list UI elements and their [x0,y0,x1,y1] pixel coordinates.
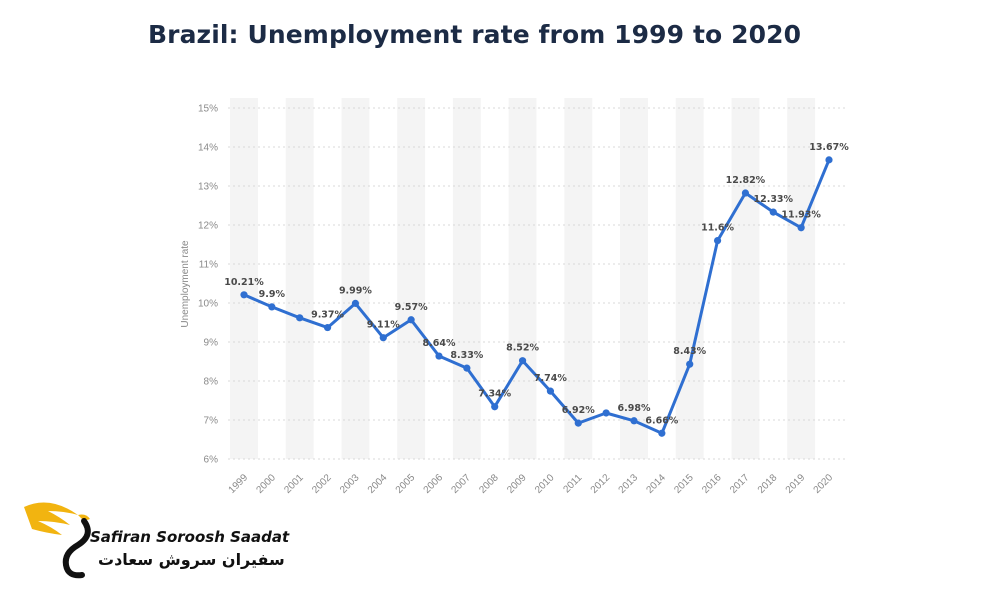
x-tick-label: 2016 [700,472,724,496]
x-tick-label: 2015 [672,472,696,496]
data-label: 8.52% [506,343,539,354]
x-tick-label: 2007 [449,472,473,496]
data-label: 9.37% [311,310,344,321]
grid-band [731,98,760,459]
grid-band [452,98,481,459]
y-tick-label: 7% [204,416,219,427]
data-point[interactable] [574,419,582,427]
brand-name-fa: سفیران سروش سعادت [98,550,285,569]
y-tick-label: 14% [198,143,218,154]
y-tick-label: 11% [199,260,218,271]
y-tick-label: 15% [198,104,218,115]
data-label: 7.34% [478,389,511,400]
data-label: 10.21% [224,277,264,288]
grid-band [787,98,816,459]
x-tick-label: 2009 [505,472,529,496]
x-tick-label: 2005 [394,472,418,496]
data-label: 6.92% [562,405,595,416]
data-point[interactable] [769,208,777,216]
x-tick-label: 2000 [254,472,278,496]
y-tick-label: 13% [198,182,218,193]
y-tick-label: 12% [198,221,218,232]
x-tick-label: 2018 [756,472,780,496]
wing-s-logo-icon [24,502,91,579]
chart-title: Brazil: Unemployment rate from 1999 to 2… [148,20,802,49]
x-tick-label: 2003 [338,472,362,496]
x-tick-label: 2008 [477,472,501,496]
y-tick-label: 9% [204,338,219,349]
data-point[interactable] [546,387,555,395]
data-label: 8.33% [450,350,483,361]
grid-band [285,98,314,459]
data-label: 6.98% [618,403,651,414]
y-tick-label: 10% [198,299,218,310]
grid-band [620,98,648,459]
x-tick-label: 2006 [422,472,446,496]
data-label: 12.82% [726,175,766,186]
x-axis-ticks: 1999 2000 2001 2002 2003 2004 2005 2006 2007 2008… [227,472,836,496]
data-point[interactable] [435,352,443,360]
x-tick-label: 2019 [784,472,808,496]
grid-band [230,98,258,459]
x-tick-label: 2002 [310,472,334,496]
x-tick-label: 2011 [561,472,584,495]
data-label: 8.43% [673,346,706,357]
x-tick-label: 2020 [812,472,836,496]
data-label: 11.93% [781,210,821,221]
chart-background-bands [230,98,816,459]
grid-band [397,98,426,459]
data-point[interactable] [741,189,750,197]
data-label: 9.57% [395,302,428,313]
data-point[interactable] [407,316,415,324]
x-tick-label: 1999 [227,472,251,496]
unemployment-line [242,158,831,435]
x-tick-label: 2017 [728,472,752,496]
data-point[interactable] [240,291,248,299]
series-points [240,156,833,437]
data-point[interactable] [296,314,304,322]
data-point[interactable] [268,303,276,311]
data-point[interactable] [323,323,332,332]
data-point[interactable] [602,409,610,417]
x-tick-label: 2012 [589,472,613,496]
data-label: 9.11% [367,320,400,331]
y-axis-ticks: 6% 7% 8% 9% 10% 11% 12% 13% 14% 15% [198,104,218,466]
x-tick-label: 2001 [282,472,306,496]
grid-band [508,98,537,459]
series-line [242,158,831,435]
data-point[interactable] [713,237,722,245]
brand-logo: Safiran Soroosh Saadat سفیران سروش سعادت [20,495,290,585]
data-point[interactable] [491,403,499,411]
data-point[interactable] [658,429,666,437]
data-point[interactable] [797,224,805,232]
grid-band [675,98,704,459]
grid-band [341,98,370,459]
data-point[interactable] [463,364,471,372]
data-point[interactable] [630,417,638,425]
data-label: 6.66% [645,415,678,426]
data-label: 9.9% [259,289,286,300]
data-point[interactable] [518,357,527,365]
x-tick-label: 2014 [644,472,668,496]
data-label: 8.64% [423,338,456,349]
data-point[interactable] [351,299,360,307]
data-point[interactable] [825,156,833,164]
data-label: 12.33% [753,194,793,205]
y-tick-label: 8% [204,377,219,388]
data-point[interactable] [686,360,694,368]
brand-name-en: Safiran Soroosh Saadat [90,528,290,546]
grid-band [564,98,593,459]
y-axis-label: Unemployment rate [180,240,191,328]
x-tick-label: 2010 [533,472,557,496]
data-label: 7.74% [534,373,567,384]
data-label: 11.6% [701,223,734,234]
data-label: 9.99% [339,285,372,296]
data-point[interactable] [379,334,387,342]
x-tick-label: 2013 [617,472,641,496]
y-tick-label: 6% [204,455,219,466]
data-labels: 10.21%9.9% 9.37% 9.99% 9.11% 9.57% 8.64%8.33%… [224,142,849,426]
data-label: 13.67% [809,142,849,153]
x-tick-label: 2004 [366,472,390,496]
